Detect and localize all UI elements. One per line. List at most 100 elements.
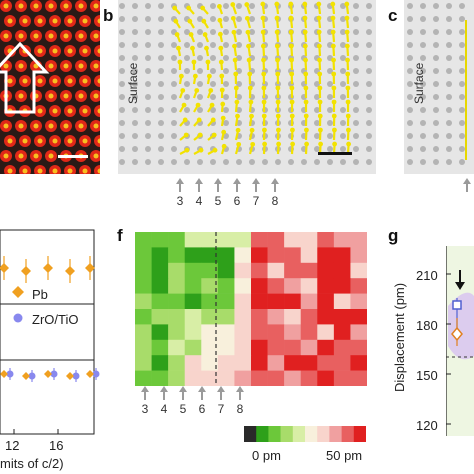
heatmap-cell [350, 232, 367, 248]
atom-dot [132, 55, 138, 61]
atom-dot [407, 133, 413, 139]
vector-head [196, 117, 202, 123]
heatmap-cell [350, 293, 367, 310]
vector-head [247, 85, 253, 91]
atom-dot [353, 120, 359, 126]
vector-head [276, 141, 282, 147]
vector-head [316, 43, 322, 49]
atom-dot [119, 146, 125, 152]
vector-head [233, 71, 239, 77]
heatmap-cell [300, 355, 318, 371]
atom-dot [171, 81, 177, 87]
colorbar [244, 426, 366, 442]
panel-c-image [404, 0, 474, 174]
panel-f-letter: f [117, 226, 123, 245]
vector-head [345, 113, 351, 119]
vector-head [200, 5, 206, 11]
panel-f-heatmap [135, 232, 367, 386]
heatmap-cell [168, 232, 186, 248]
atom-dot [184, 159, 190, 165]
atom-dot [210, 3, 216, 9]
atom-core [97, 18, 100, 24]
heatmap-cell [168, 309, 186, 325]
vector-head [275, 57, 280, 63]
vector-head [316, 15, 322, 21]
vector-head [302, 29, 308, 35]
atom-dot [459, 120, 465, 126]
atom-column [94, 75, 100, 87]
atom-dot [446, 81, 452, 87]
heatmap-cell [217, 247, 235, 264]
atom-dot [197, 68, 203, 74]
layer-number: 4 [160, 402, 168, 416]
atom-dot [145, 3, 151, 9]
atom-dot [145, 42, 151, 48]
atom-dot [288, 159, 294, 165]
atom-core [82, 138, 88, 144]
vector-head [173, 18, 179, 24]
atom-dot [223, 120, 229, 126]
vector-head [304, 127, 309, 133]
heatmap-cell [201, 278, 219, 294]
legend-marker-diamond [12, 286, 24, 298]
vector-head [316, 29, 322, 35]
layer-arrow-icon [460, 178, 474, 192]
colorbar-label-max: 50 pm [326, 448, 363, 463]
heatmap-cell [317, 370, 335, 386]
vector-head [317, 71, 323, 77]
heatmap-cell [267, 232, 285, 248]
heatmap-cell [317, 324, 335, 341]
layer-arrow-icon [195, 386, 209, 400]
heatmap-cell [300, 339, 318, 356]
layer-number: 8 [271, 194, 279, 208]
polarization-arrow-icon [0, 41, 50, 114]
panel-b-image [118, 0, 376, 174]
atom-dot [459, 107, 465, 113]
atom-dot [171, 55, 177, 61]
atom-core [33, 3, 39, 9]
vector-head [260, 43, 266, 49]
heatmap-cell [184, 232, 202, 248]
heatmap-cell [284, 278, 302, 294]
atom-dot [446, 55, 452, 61]
data-point [44, 370, 52, 378]
heatmap-cell [168, 370, 186, 386]
data-point [22, 372, 30, 380]
atom-core [93, 33, 99, 39]
heatmap-cell [217, 293, 235, 310]
layer-arrow-icon [138, 386, 152, 400]
heatmap-cell [151, 293, 169, 310]
x-tick-label: 16 [49, 438, 64, 453]
atom-dot [132, 42, 138, 48]
vector-head [344, 1, 350, 7]
atom-dot [249, 29, 255, 35]
atom-dot [223, 107, 229, 113]
heatmap-cell [234, 370, 252, 386]
atom-dot [197, 29, 203, 35]
atom-dot [366, 107, 372, 113]
data-point [0, 370, 8, 378]
atom-dot [132, 81, 138, 87]
vector-head [261, 71, 267, 77]
atom-dot [446, 3, 452, 9]
vector-head [288, 43, 294, 49]
vector-head [289, 71, 295, 77]
heatmap-cell [284, 339, 302, 356]
layer-number: 5 [214, 194, 222, 208]
atom-dot [366, 81, 372, 87]
colorbar-swatch [268, 426, 281, 442]
vector-head [230, 2, 236, 7]
atom-dot [132, 29, 138, 35]
atom-dot [314, 81, 320, 87]
atom-dot [459, 159, 465, 165]
atom-dot [145, 16, 151, 22]
atom-dot [145, 120, 151, 126]
heatmap-cell [201, 247, 219, 264]
heatmap-cell [267, 370, 285, 386]
atom-dot [407, 120, 413, 126]
atom-dot [223, 3, 229, 9]
heatmap-cell [184, 370, 202, 386]
vector-head [205, 59, 211, 65]
data-point [66, 372, 74, 380]
atom-dot [210, 55, 216, 61]
